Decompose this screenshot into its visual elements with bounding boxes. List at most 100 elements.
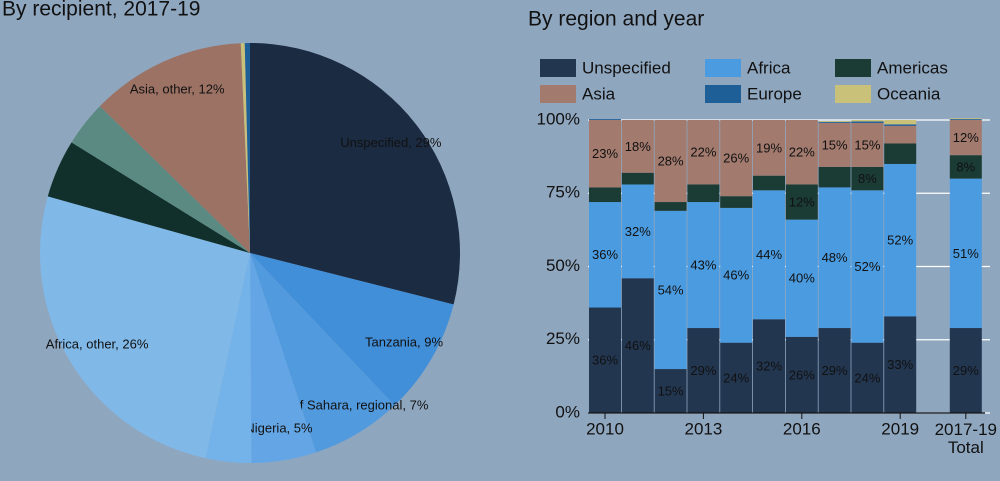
bar-segment [720,342,753,413]
legend-label: Europe [747,84,802,103]
bar-segment [621,172,654,185]
pie-slice [250,253,317,463]
data-label: 46% [625,338,651,353]
bar-segment [818,166,851,188]
bar-segment [851,342,884,413]
legend-swatch [705,59,741,77]
pie-slice [205,253,252,464]
bar-segment [851,120,884,122]
bar-segment [884,120,917,125]
pie-slice [240,43,250,253]
pie-slice [47,142,250,253]
bar-segment [720,196,753,208]
data-label: 44% [756,247,782,262]
x-tick-label: 2019 [881,419,919,438]
data-label: 19% [756,140,782,155]
x-tick-label: 2016 [783,419,821,438]
legend-label: Africa [747,58,791,77]
pie-slice [71,106,250,253]
data-label: 18% [625,139,651,154]
data-label: 29% [822,363,848,378]
bar-segment [818,328,851,413]
bar-segment [687,328,720,413]
bar-segment [621,184,654,279]
bar-segment [654,120,687,203]
legend-swatch [540,59,576,77]
y-tick-label: 75% [546,183,580,202]
data-label: 52% [854,259,880,274]
legend-label: Americas [877,58,948,77]
data-label: 32% [756,359,782,374]
bar-segment [785,219,818,337]
data-label: 15% [854,137,880,152]
data-label: 36% [592,247,618,262]
bar-segment [785,184,818,220]
slice-label: Africa, other, 26% [46,337,149,352]
bar-segment [949,118,982,120]
data-label: 28% [658,153,684,168]
bar-segment [818,121,851,123]
bar-segment [720,120,753,197]
bar-segment [753,190,785,320]
slice-label: Nigeria, 5% [245,421,313,436]
bar-segment [654,369,687,413]
y-tick-label: 50% [546,256,580,275]
data-label: 40% [789,271,815,286]
legend-swatch [540,85,576,103]
bar-segment [851,190,884,343]
data-label: 22% [789,145,815,160]
data-label: 12% [789,194,815,209]
bar-segment [687,184,720,203]
data-label: 26% [789,367,815,382]
bar-segment [785,120,818,185]
bar-segment [818,122,851,123]
bar-segment [753,120,785,176]
bar-segment [884,125,917,144]
bar-segment [818,122,851,167]
legend-label: Asia [582,84,616,103]
pie-slice [244,43,250,253]
slice-label: Unspecified, 29% [340,135,442,150]
bar-segment [851,122,884,167]
data-label: 15% [822,137,848,152]
legend-label: Oceania [877,84,941,103]
bar-segment [687,202,720,329]
bar-segment [589,307,621,413]
bar-segment [884,163,917,317]
x-tick-label: 2010 [586,419,624,438]
bar-segment [949,119,982,120]
bar-segment [785,336,818,413]
legend-swatch [835,85,871,103]
data-label: 36% [592,353,618,368]
bar-segment [753,319,785,413]
bar-segment [589,119,621,120]
pie-slice [250,253,395,453]
pie-slice [250,253,454,406]
bar-segment [621,278,654,413]
bar-segment [621,120,654,173]
data-label: 48% [822,250,848,265]
data-label: 24% [854,370,880,385]
data-label: 51% [953,246,979,261]
y-tick-label: 100% [537,109,580,128]
slice-label: Asia, other, 12% [130,81,225,96]
bar-segment [654,210,687,370]
legend-label: Unspecified [582,58,671,77]
bar-segment [753,175,785,191]
data-label: 46% [723,268,749,283]
data-label: 8% [956,159,975,174]
data-label: 43% [690,257,716,272]
bar-segment [589,202,621,308]
bar-segment [949,120,982,156]
data-label: 33% [887,357,913,372]
data-label: 29% [690,363,716,378]
bar-segment [687,120,720,185]
pie-slice [250,43,461,305]
pie-slice [99,43,250,254]
bar-segment [949,178,982,329]
bar-segment [851,166,884,191]
legend-swatch [705,85,741,103]
bar-title: By region and year [528,8,704,31]
